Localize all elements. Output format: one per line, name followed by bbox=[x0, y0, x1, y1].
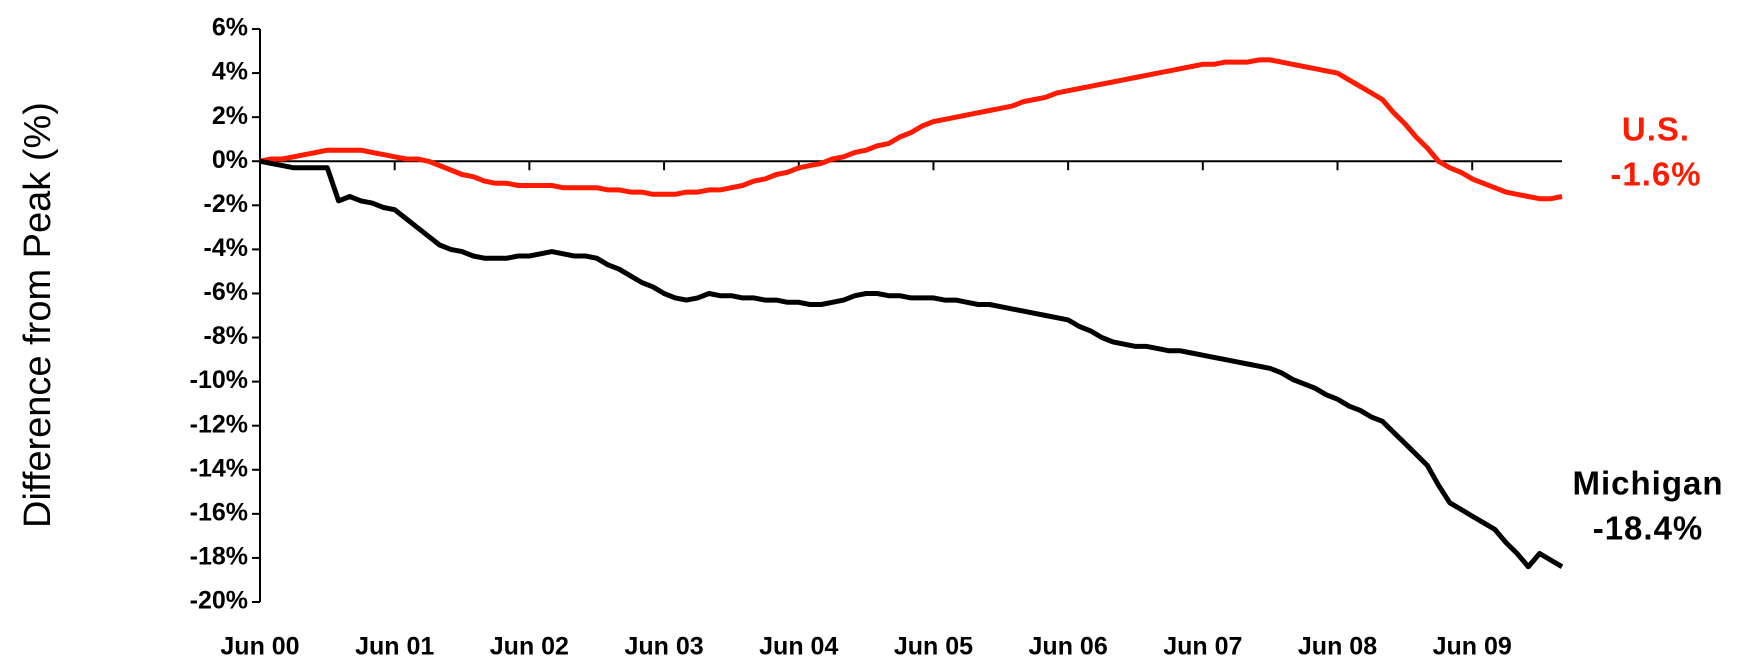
x-tick-label: Jun 09 bbox=[1433, 633, 1512, 661]
x-tick-label: Jun 06 bbox=[1029, 633, 1108, 661]
x-tick-label: Jun 08 bbox=[1298, 633, 1377, 661]
series-label: U.S. bbox=[1622, 111, 1690, 148]
x-tick-label: Jun 00 bbox=[220, 633, 299, 661]
x-tick-label: Jun 04 bbox=[759, 633, 838, 661]
y-tick-label: -2% bbox=[204, 190, 248, 218]
y-tick-label: -10% bbox=[190, 366, 248, 394]
y-tick-label: -14% bbox=[190, 454, 248, 482]
y-tick-label: 2% bbox=[212, 102, 248, 130]
series-label: Michigan bbox=[1572, 465, 1723, 502]
x-tick-label: Jun 03 bbox=[624, 633, 703, 661]
y-tick-label: 4% bbox=[212, 58, 248, 86]
y-tick-label: 0% bbox=[212, 146, 248, 174]
x-tick-label: Jun 02 bbox=[490, 633, 569, 661]
series-line bbox=[259, 57, 1563, 202]
y-tick-label: -18% bbox=[190, 543, 248, 571]
y-tick-label: -8% bbox=[204, 322, 248, 350]
y-tick-label: 6% bbox=[212, 14, 248, 42]
y-axis-title: Difference from Peak (%) bbox=[17, 102, 59, 528]
y-tick-label: -20% bbox=[190, 587, 248, 615]
y-tick-label: -6% bbox=[204, 278, 248, 306]
y-tick-label: -4% bbox=[204, 234, 248, 262]
y-tick-label: -12% bbox=[190, 410, 248, 438]
series-line bbox=[259, 158, 1564, 570]
x-tick-label: Jun 01 bbox=[355, 633, 434, 661]
end-value-label: -18.4% bbox=[1593, 510, 1704, 547]
x-tick-label: Jun 05 bbox=[894, 633, 973, 661]
x-tick-label: Jun 07 bbox=[1163, 633, 1242, 661]
y-tick-label: -16% bbox=[190, 498, 248, 526]
end-value-label: -1.6% bbox=[1610, 156, 1701, 193]
